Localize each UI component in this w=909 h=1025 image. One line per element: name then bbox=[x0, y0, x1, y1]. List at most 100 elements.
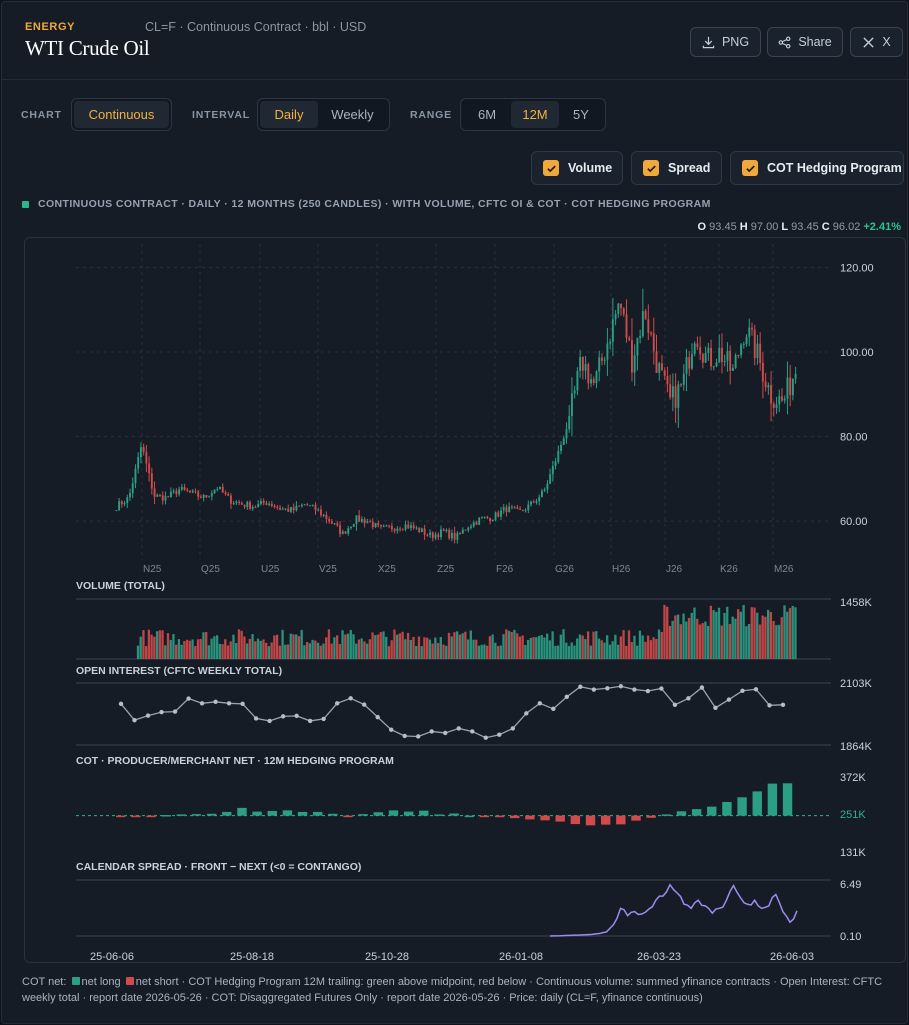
candle-body bbox=[377, 522, 380, 526]
volume-bar bbox=[532, 637, 535, 659]
x-button[interactable]: X bbox=[850, 27, 903, 57]
oi-point bbox=[375, 714, 380, 720]
volume-bar bbox=[365, 643, 369, 659]
oi-point bbox=[307, 718, 313, 724]
cot-bar bbox=[252, 811, 262, 816]
volume-bar bbox=[753, 607, 756, 659]
oi-point bbox=[118, 701, 124, 707]
candle-body bbox=[118, 501, 121, 511]
candle-body bbox=[483, 516, 486, 518]
volume-bar bbox=[611, 641, 614, 659]
volume-bar bbox=[606, 635, 609, 659]
candle-body bbox=[210, 493, 213, 497]
volume-bar bbox=[507, 630, 511, 659]
volume-bar bbox=[524, 645, 527, 659]
candle-body bbox=[426, 534, 429, 536]
range-option-5y[interactable]: 5Y bbox=[573, 107, 589, 122]
candle-body bbox=[603, 359, 606, 361]
candle-body bbox=[505, 507, 508, 512]
candle-body bbox=[240, 503, 243, 505]
interval-option-daily[interactable]: Daily bbox=[260, 101, 318, 128]
volume-bar bbox=[475, 639, 478, 659]
spread-panel-title: CALENDAR SPREAD · FRONT − NEXT (<0 = CON… bbox=[76, 861, 361, 873]
oi-point bbox=[456, 726, 461, 731]
volume-toggle[interactable]: Volume bbox=[531, 151, 623, 185]
candle-body bbox=[745, 336, 748, 345]
volume-bar bbox=[750, 607, 753, 659]
chart-option-continuous[interactable]: Continuous bbox=[74, 101, 169, 128]
candle-body bbox=[775, 404, 778, 408]
volume-bar bbox=[196, 639, 200, 659]
candle-body bbox=[199, 496, 202, 498]
oi-point bbox=[267, 718, 272, 724]
volume-bar bbox=[360, 638, 363, 659]
volume-bar bbox=[728, 624, 732, 659]
volume-bar bbox=[706, 625, 710, 659]
volume-bar bbox=[376, 634, 380, 659]
candle-body bbox=[590, 379, 592, 384]
volume-bar bbox=[668, 625, 672, 659]
x-axis-date-label: 25-10-28 bbox=[365, 951, 409, 962]
volume-bar bbox=[586, 631, 590, 659]
oi-line bbox=[120, 685, 784, 739]
candle-body bbox=[598, 357, 601, 372]
candle-body bbox=[123, 502, 126, 505]
candle-body bbox=[748, 327, 751, 337]
volume-bar bbox=[780, 617, 783, 659]
candle-body bbox=[661, 363, 663, 371]
volume-bar bbox=[374, 635, 377, 659]
volume-bar bbox=[486, 645, 489, 659]
cot-bar bbox=[373, 812, 384, 816]
candle-body bbox=[767, 385, 770, 388]
candle-body bbox=[437, 534, 440, 538]
cot-bar bbox=[646, 815, 656, 818]
volume-bar bbox=[461, 633, 464, 659]
candle-body bbox=[587, 364, 590, 384]
candle-body bbox=[172, 490, 175, 492]
interval-option-weekly[interactable]: Weekly bbox=[331, 107, 374, 122]
volume-bar bbox=[314, 640, 317, 659]
candle-body bbox=[197, 491, 200, 497]
volume-bar bbox=[715, 611, 718, 659]
volume-bar bbox=[731, 616, 734, 659]
volume-bar bbox=[205, 631, 208, 659]
range-option-6m[interactable]: 6M bbox=[477, 107, 497, 122]
volume-bar bbox=[663, 604, 666, 659]
spread-toggle[interactable]: Spread bbox=[631, 151, 722, 185]
candle-body bbox=[317, 509, 320, 511]
share-button[interactable]: Share bbox=[767, 27, 843, 57]
candle-body bbox=[167, 496, 170, 498]
volume-bar bbox=[237, 629, 241, 659]
candle-body bbox=[669, 384, 672, 398]
chart-container[interactable]: 120.00 100.00 80.00 60.00 N25 Q25 U25 V25 X25 Z25… bbox=[24, 237, 906, 963]
cot-bar bbox=[737, 797, 747, 816]
price-chart[interactable]: 120.00 100.00 80.00 60.00 N25 Q25 U25 V25 X25 Z25… bbox=[25, 238, 905, 962]
candle-body bbox=[120, 501, 123, 505]
oi-point bbox=[564, 694, 570, 699]
candle-body bbox=[639, 336, 642, 338]
candle-body bbox=[259, 500, 262, 504]
candle-body bbox=[470, 526, 472, 528]
png-button[interactable]: PNG bbox=[690, 27, 761, 57]
cot-toggle[interactable]: COT Hedging Program bbox=[730, 151, 904, 185]
candle-body bbox=[355, 515, 358, 525]
volume-bar bbox=[161, 630, 164, 659]
month-label: N25 bbox=[143, 564, 162, 575]
volume-bar bbox=[562, 629, 565, 659]
volume-bar bbox=[226, 645, 230, 659]
candle-body bbox=[251, 506, 254, 509]
legend-dot-icon bbox=[22, 200, 29, 208]
candle-body bbox=[369, 521, 372, 523]
volume-bar bbox=[240, 630, 243, 659]
volume-bar bbox=[371, 632, 374, 659]
cot-bar bbox=[464, 815, 474, 818]
volume-bar bbox=[409, 639, 412, 659]
volume-bar bbox=[701, 623, 704, 659]
volume-bar bbox=[262, 639, 265, 659]
oi-point bbox=[780, 702, 786, 708]
volume-bar bbox=[355, 643, 358, 659]
volume-bar bbox=[698, 624, 702, 659]
volume-bar bbox=[398, 633, 402, 659]
candle-body bbox=[461, 529, 464, 534]
range-option-12m[interactable]: 12M bbox=[511, 101, 559, 128]
